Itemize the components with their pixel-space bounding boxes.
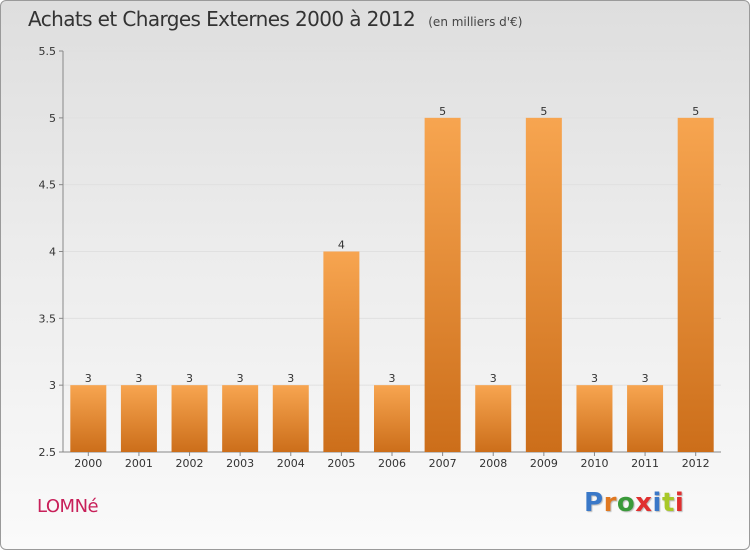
bar-value-label: 3	[591, 372, 598, 385]
bar-value-label: 3	[135, 372, 142, 385]
bar-value-label: 5	[692, 105, 699, 118]
x-tick-label: 2006	[378, 457, 406, 470]
proxiti-logo: Proxiti	[584, 488, 684, 518]
x-tick-label: 2004	[277, 457, 305, 470]
x-tick-label: 2009	[530, 457, 558, 470]
x-tick-label: 2003	[226, 457, 254, 470]
bar	[424, 117, 461, 452]
bar	[222, 385, 259, 452]
bar	[272, 385, 309, 452]
chart-unit: (en milliers d'€)	[428, 15, 523, 29]
bar	[323, 251, 360, 452]
bar-value-label: 3	[389, 372, 396, 385]
x-tick-label: 2008	[479, 457, 507, 470]
x-tick-label: 2002	[176, 457, 204, 470]
bar	[171, 385, 208, 452]
brand-letter: P	[584, 488, 604, 518]
bar	[70, 385, 107, 452]
brand-letter: o	[616, 488, 636, 518]
y-tick-label: 5	[49, 112, 56, 125]
x-tick-label: 2005	[327, 457, 355, 470]
brand-letter: t	[661, 488, 675, 518]
bar	[576, 385, 613, 452]
bar	[677, 117, 714, 452]
bar	[475, 385, 512, 452]
chart-title: Achats et Charges Externes 2000 à 2012	[28, 7, 416, 31]
bar-value-label: 3	[85, 372, 92, 385]
y-tick-label: 5.5	[39, 45, 57, 58]
bar	[525, 117, 562, 452]
commune-name: LOMNé	[37, 496, 99, 517]
brand-letter: i	[652, 488, 662, 518]
bar-value-label: 3	[642, 372, 649, 385]
y-tick-label: 3	[49, 379, 56, 392]
bar-value-label: 5	[540, 105, 547, 118]
x-tick-label: 2011	[631, 457, 659, 470]
y-tick-label: 4.5	[39, 179, 57, 192]
y-tick-label: 2.5	[39, 446, 57, 459]
x-tick-label: 2001	[125, 457, 153, 470]
bar-value-label: 3	[186, 372, 193, 385]
bar-value-label: 3	[287, 372, 294, 385]
x-tick-label: 2010	[580, 457, 608, 470]
bar-value-label: 3	[490, 372, 497, 385]
bar-value-label: 4	[338, 239, 345, 252]
bar	[374, 385, 410, 452]
y-tick-label: 4	[49, 246, 56, 259]
x-tick-label: 2012	[682, 457, 710, 470]
brand-letter: i	[674, 488, 685, 518]
x-tick-label: 2000	[74, 457, 102, 470]
bar-value-label: 3	[237, 372, 244, 385]
y-tick-label: 3.5	[39, 312, 57, 325]
chart-title-block: Achats et Charges Externes 2000 à 2012 (…	[28, 7, 522, 31]
bar-value-label: 5	[439, 105, 446, 118]
x-tick-label: 2007	[429, 457, 457, 470]
brand-letter: r	[603, 488, 617, 518]
brand-letter: x	[635, 488, 653, 518]
bar	[627, 385, 664, 452]
bar	[120, 385, 157, 452]
